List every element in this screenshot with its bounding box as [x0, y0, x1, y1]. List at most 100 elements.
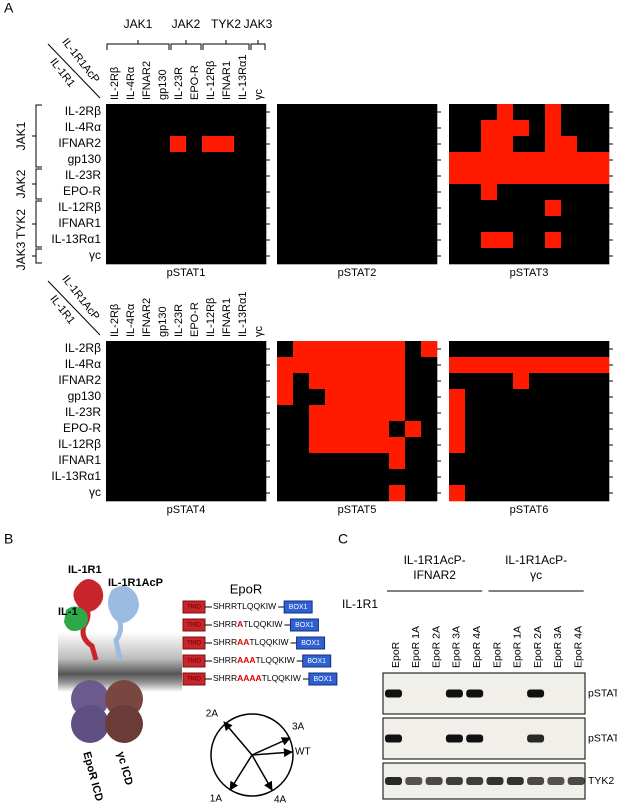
heatmap-cell: [106, 357, 123, 374]
heatmap-cell: [357, 453, 374, 470]
heatmap-cell: [449, 104, 466, 121]
heatmap-cell: [545, 232, 562, 249]
heatmap-cell: [577, 152, 594, 169]
heatmap-cell: [465, 168, 482, 185]
heatmap-cell: [202, 232, 219, 249]
lane-label: EpoR 1A: [512, 626, 524, 668]
heatmap-cell: [170, 104, 187, 121]
box1-label: BOX1: [314, 676, 333, 683]
heatmap-cell: [373, 136, 390, 153]
column-label: IL-2Rβ: [109, 67, 121, 100]
heatmap-cell: [449, 341, 466, 358]
heatmap-cell: [218, 405, 235, 422]
heatmap-cell: [389, 248, 406, 265]
heatmap-cell: [561, 373, 578, 390]
heatmap-cell: [529, 184, 546, 201]
heatmap-cell: [593, 200, 610, 217]
heatmap-cell: [293, 120, 310, 137]
heatmap-cell: [545, 152, 562, 169]
heatmap-cell: [186, 469, 203, 486]
heatmap-cell: [341, 469, 358, 486]
heatmap-cell: [325, 405, 342, 422]
heatmap-cell: [122, 200, 139, 217]
wheel-label: 1A: [210, 794, 223, 803]
heatmap-cell: [405, 469, 422, 486]
heatmap-cell: [373, 373, 390, 390]
band: [445, 734, 463, 743]
heatmap-cell: [593, 405, 610, 422]
column-label: IL-4Rα: [125, 66, 137, 100]
heatmap-cell: [154, 248, 171, 265]
sequence-part: TLQQKIW: [243, 619, 282, 629]
heatmap-cell: [389, 216, 406, 233]
heatmap-cell: [357, 200, 374, 217]
group-bracket: [32, 200, 42, 248]
heatmap-cell: [170, 152, 187, 169]
lane-label: EpoR 1A: [410, 626, 422, 668]
heatmap-cell: [529, 232, 546, 249]
heatmap-cell: [309, 437, 326, 454]
row-label: γc: [89, 248, 101, 262]
group-bracket: [32, 104, 42, 168]
heatmap-cell: [465, 341, 482, 358]
heatmap-cell: [449, 152, 466, 169]
heatmap-cell: [309, 357, 326, 374]
heatmap-cell: [218, 200, 235, 217]
heatmap-cell: [277, 341, 294, 358]
heatmap-cell: [421, 405, 438, 422]
heatmap-cell: [481, 405, 498, 422]
column-label: IFNAR1: [221, 61, 233, 100]
heatmap-cell: [449, 389, 466, 406]
heatmap-cell: [577, 341, 594, 358]
heatmap-cell: [577, 184, 594, 201]
heatmap-cell: [405, 168, 422, 185]
heatmap-cell: [122, 389, 139, 406]
heatmap-cell: [357, 152, 374, 169]
heatmap-cell: [325, 453, 342, 470]
box1-label: BOX1: [289, 604, 308, 611]
heatmap-cell: [202, 469, 219, 486]
heatmap-cell: [529, 485, 546, 502]
heatmap-cell: [234, 437, 251, 454]
heatmap-cell: [357, 437, 374, 454]
heatmap-cell: [186, 453, 203, 470]
heatmap-title: pSTAT1: [167, 267, 206, 279]
heatmap-cell: [154, 216, 171, 233]
column-label: IL-2Rβ: [109, 304, 121, 337]
heatmap-cell: [186, 405, 203, 422]
heatmap-cell: [122, 120, 139, 137]
band: [527, 734, 545, 743]
box1-box: [302, 654, 332, 668]
heatmap-cell: [170, 120, 187, 137]
heatmap-cell: [513, 104, 530, 121]
heatmap-cell: [529, 421, 546, 438]
heatmap-cell: [293, 357, 310, 374]
heatmap-cell: [341, 248, 358, 265]
heatmap-cell: [234, 453, 251, 470]
heatmap-cell: [405, 453, 422, 470]
heatmap-cell: [481, 184, 498, 201]
heatmap-cell: [561, 136, 578, 153]
heatmap-cell: [545, 405, 562, 422]
heatmap-cell: [202, 357, 219, 374]
heatmap-cell: [593, 216, 610, 233]
row-label: gp130: [68, 152, 102, 166]
heatmap-cell: [218, 184, 235, 201]
heatmap-cell: [341, 152, 358, 169]
sequence-part: TLQQKIW: [249, 637, 288, 647]
heatmap-cell: [577, 136, 594, 153]
heatmap-cell: [250, 104, 267, 121]
heatmap-cell: [389, 136, 406, 153]
heatmap-cell: [341, 341, 358, 358]
icd-label: γc ICD: [114, 750, 134, 786]
heatmap-cell: [186, 216, 203, 233]
heatmap-cell: [154, 120, 171, 137]
heatmap-cell: [250, 184, 267, 201]
heatmap-cell: [186, 136, 203, 153]
heatmap-cell: [357, 389, 374, 406]
heatmap-cell: [465, 405, 482, 422]
panel-label: C: [338, 531, 348, 547]
heatmap-cell: [325, 421, 342, 438]
heatmap-cell: [513, 485, 530, 502]
heatmap-cell: [218, 216, 235, 233]
